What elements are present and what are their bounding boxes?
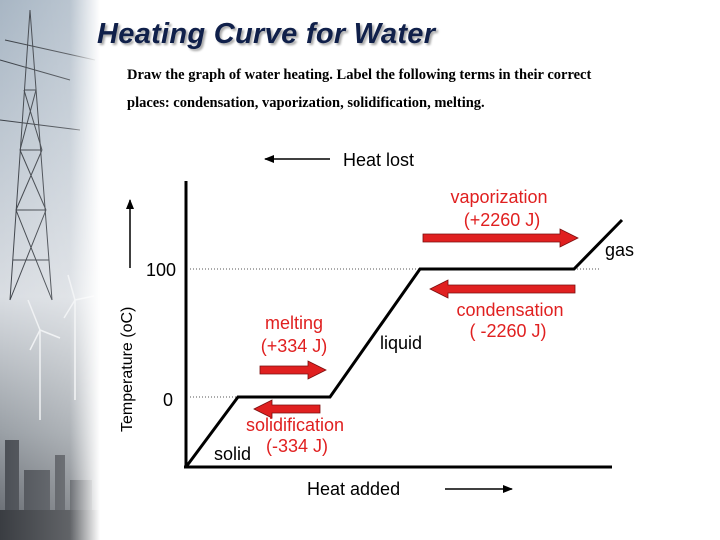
heat-added-label: Heat added <box>307 479 400 499</box>
condensation-label: condensation <box>456 300 563 320</box>
tick-label-100: 100 <box>146 260 176 280</box>
melting-label: melting <box>265 313 323 333</box>
melting-energy: (+334 J) <box>261 336 328 356</box>
melting-arrow <box>259 360 327 380</box>
tick-label-0: 0 <box>163 390 173 410</box>
gas-label: gas <box>605 240 634 260</box>
y-axis-label: Temperature (oC) <box>119 307 136 432</box>
vaporization-label: vaporization <box>450 187 547 207</box>
condensation-energy: ( -2260 J) <box>469 321 546 341</box>
solid-label: solid <box>214 444 251 464</box>
instructions-line-2: places: condensation, vaporization, soli… <box>127 95 485 111</box>
vaporization-energy: (+2260 J) <box>464 210 541 230</box>
side-photo-strip <box>0 0 100 540</box>
heat-lost-label: Heat lost <box>343 150 414 170</box>
instructions-line-1: Draw the graph of water heating. Label t… <box>127 67 592 83</box>
vaporization-arrow <box>422 228 579 248</box>
page-title: Heating Curve for Water <box>97 18 436 50</box>
solidification-label: solidification <box>246 415 344 435</box>
solidification-arrow <box>253 399 321 419</box>
liquid-label: liquid <box>380 333 422 353</box>
heating-curve-line <box>184 218 624 468</box>
condensation-arrow <box>429 279 576 299</box>
solidification-energy: (-334 J) <box>266 436 328 456</box>
